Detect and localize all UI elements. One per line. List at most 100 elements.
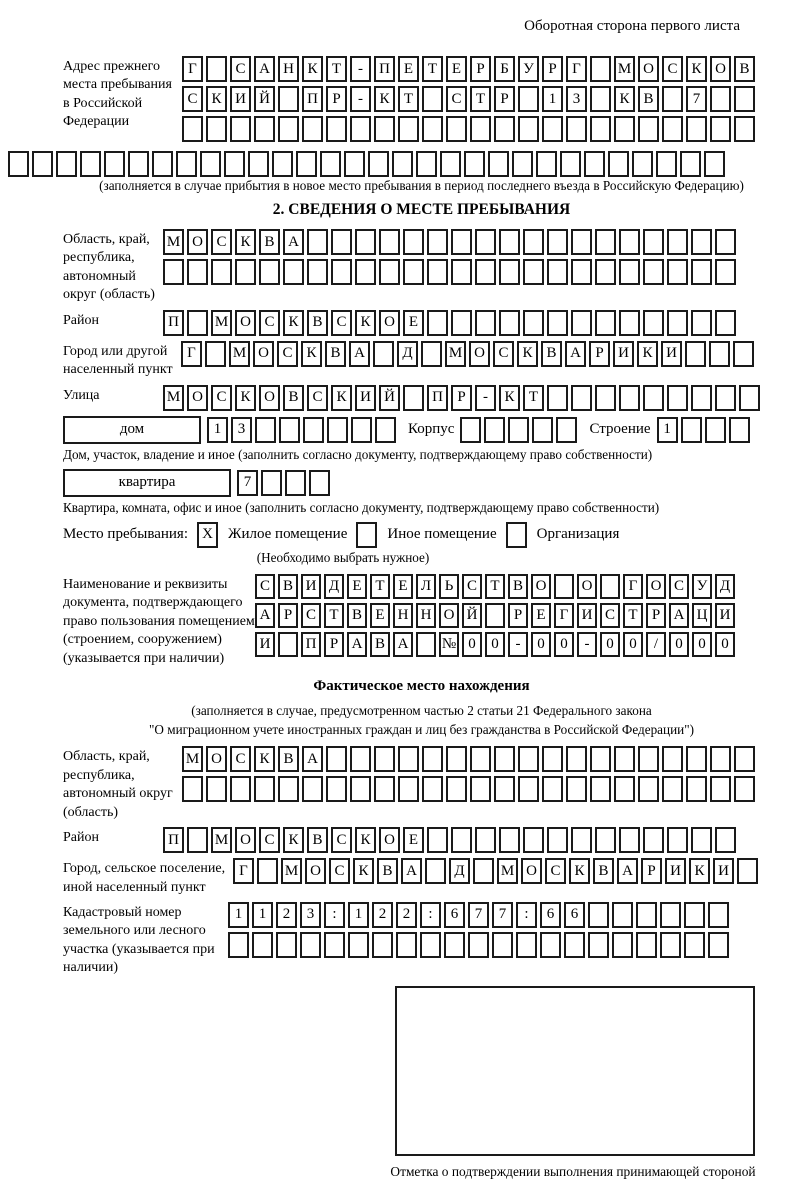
fact-gorod-field: Город, сельское поселение, иной населенн… [63, 858, 780, 897]
char-cell: А [349, 340, 370, 367]
char-cell [403, 229, 424, 255]
char-cell: В [638, 86, 659, 112]
char-cell: С [259, 827, 280, 854]
fact-location-title: Фактическое место нахождения [313, 678, 530, 695]
char-cell [536, 151, 557, 177]
char-cell [187, 259, 208, 285]
char-cell: М [229, 340, 250, 367]
char-cell [492, 931, 513, 958]
char-cell [475, 259, 496, 285]
char-cell [566, 746, 587, 773]
char-cell: 0 [623, 631, 643, 657]
char-cell [422, 86, 443, 112]
char-cell: О [235, 309, 256, 336]
char-cell: К [206, 86, 227, 112]
char-cell [571, 827, 592, 854]
char-cell [691, 229, 712, 255]
char-cell [709, 340, 730, 367]
char-cell [512, 151, 533, 177]
char-cell [518, 776, 539, 803]
char-cell [564, 931, 585, 958]
kvartira-box: квартира [63, 468, 231, 497]
char-cell: 0 [531, 631, 551, 657]
char-cell: Д [324, 573, 344, 599]
char-cell [523, 827, 544, 854]
char-cell: И [577, 602, 597, 628]
doc-field: Наименование и реквизиты документа, подт… [63, 573, 780, 668]
char-cell: В [307, 309, 328, 336]
char-cell [505, 521, 527, 548]
mesto-label: Место пребывания: [63, 526, 188, 543]
char-cell [451, 259, 472, 285]
char-cell: Т [398, 86, 419, 112]
char-cell [686, 746, 707, 773]
char-cell [427, 309, 448, 336]
char-cell: Р [326, 86, 347, 112]
char-cell: Т [485, 573, 505, 599]
char-cell [518, 116, 539, 142]
char-cell: 1 [542, 86, 563, 112]
confirmation-stamp-box [395, 985, 755, 1156]
char-cell: Е [531, 602, 551, 628]
char-cell [660, 901, 681, 928]
char-cell: О [646, 573, 666, 599]
checkbox-inoe [356, 521, 378, 548]
char-cell [734, 116, 755, 142]
char-cell: И [715, 602, 735, 628]
char-cell [230, 776, 251, 803]
char-cell: А [255, 602, 275, 628]
char-cell [375, 416, 396, 443]
char-cell [475, 309, 496, 336]
char-cell: О [577, 573, 597, 599]
char-cell [595, 259, 616, 285]
checkbox-organizatsiya [505, 521, 527, 548]
char-cell: И [661, 340, 682, 367]
char-cell: К [235, 384, 256, 411]
char-cell [614, 746, 635, 773]
char-cell: П [427, 384, 448, 411]
char-cell: 0 [715, 631, 735, 657]
korpus-label: Корпус [408, 421, 455, 438]
char-cell: Т [370, 573, 390, 599]
char-cell [163, 259, 184, 285]
char-cell: Е [403, 827, 424, 854]
char-cell [224, 151, 245, 177]
oblast-label: Область, край, республика, автономный ок… [63, 232, 155, 303]
char-cell [547, 827, 568, 854]
char-cell [660, 931, 681, 958]
char-cell: К [254, 746, 275, 773]
char-cell: Р [508, 602, 528, 628]
stroenie-cells: 1 [656, 416, 750, 443]
char-cell: В [325, 340, 346, 367]
kvartira-cells: 7 [237, 469, 330, 496]
char-cell: С [493, 340, 514, 367]
char-cell [398, 746, 419, 773]
char-cell: К [355, 827, 376, 854]
char-cell [542, 746, 563, 773]
char-cell [643, 309, 664, 336]
char-cell: В [734, 56, 755, 82]
char-cell [446, 776, 467, 803]
char-cell [708, 901, 729, 928]
char-cell [252, 931, 273, 958]
char-cell: Й [462, 602, 482, 628]
kadastr-row-2 [228, 931, 729, 958]
dom-box: дом [63, 415, 201, 444]
char-cell [254, 116, 275, 142]
char-cell [685, 340, 706, 367]
char-cell [379, 259, 400, 285]
char-cell: И [713, 858, 734, 885]
char-cell [351, 416, 372, 443]
char-cell: В [278, 573, 298, 599]
char-cell [708, 931, 729, 958]
char-cell [508, 416, 530, 443]
char-cell [324, 931, 345, 958]
char-cell: В [377, 858, 398, 885]
char-cell [285, 469, 306, 496]
char-cell: С [259, 309, 280, 336]
char-cell [392, 151, 413, 177]
